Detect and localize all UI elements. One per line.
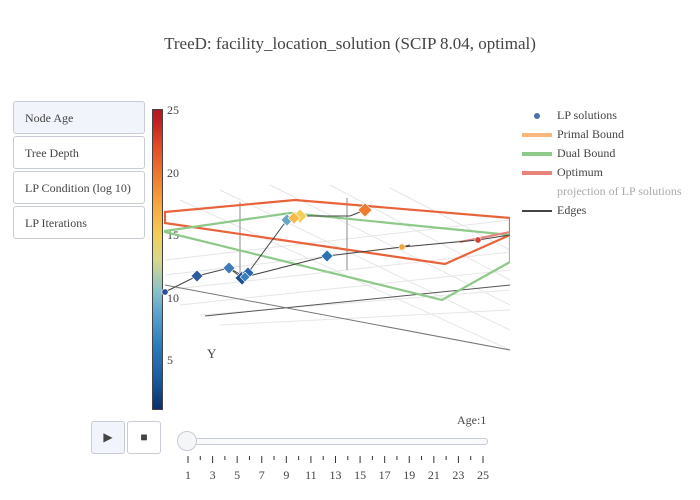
play-icon: ▶ (103, 430, 113, 444)
grid-lines (164, 184, 510, 351)
lp-solution-marker[interactable] (239, 271, 251, 283)
legend-label: projection of LP solutions (557, 184, 682, 198)
colorbar-tick: 20 (167, 166, 179, 180)
slider-tick-label: 7 (258, 468, 265, 482)
menu-button-lp-condition[interactable]: LP Condition (log 10) (13, 171, 145, 204)
colorbar-tick: 25 (167, 103, 179, 117)
slider-tick-label: 21 (427, 468, 440, 482)
slider-tick-label: 3 (209, 468, 216, 482)
edges (164, 209, 510, 293)
stop-button[interactable]: ■ (127, 421, 161, 454)
dual-bound-line-icon (522, 152, 552, 156)
slider-tick-label: 11 (305, 468, 317, 482)
edges-line-icon (522, 210, 552, 212)
slider-tick-label: 17 (378, 468, 391, 482)
plot-title: TreeD: facility_location_solution (SCIP … (164, 34, 536, 53)
lp-solution-marker[interactable] (357, 202, 373, 218)
lp-solution-marker[interactable] (398, 243, 406, 251)
lp-solutions-dot-icon (534, 113, 540, 119)
menu-button-lp-iterations[interactable]: LP Iterations (13, 206, 145, 239)
primal-bound-line-icon (522, 133, 552, 137)
color-metric-menu: Node Age Tree Depth LP Condition (log 10… (13, 101, 145, 241)
age-slider-handle[interactable] (177, 431, 197, 451)
lp-solution-marker[interactable] (287, 211, 301, 225)
slider-tick-label: 5 (234, 468, 241, 482)
lp-solution-markers (161, 202, 482, 296)
menu-button-node-age[interactable]: Node Age (13, 101, 145, 134)
slider-tick-label: 23 (452, 468, 465, 482)
legend-label: Dual Bound (557, 146, 616, 160)
colorbar-tick: 10 (167, 291, 179, 305)
slider-tick-label: 9 (283, 468, 290, 482)
play-button[interactable]: ▶ (91, 421, 125, 454)
axis-line (204, 284, 510, 317)
optimum-line-icon (522, 171, 552, 175)
dual-bound-plane (163, 211, 510, 302)
lp-solution-marker[interactable] (320, 249, 334, 263)
legend-label: LP solutions (557, 108, 617, 122)
optimum-line (459, 231, 510, 243)
slider-current-label: Age:1 (457, 413, 487, 427)
colorbar-tick: 5 (167, 353, 173, 367)
lp-solution-marker[interactable] (222, 261, 236, 275)
stop-icon: ■ (140, 430, 148, 444)
tree-3d-scene[interactable] (160, 180, 510, 380)
legend-label: Primal Bound (557, 127, 625, 141)
slider-tick-label: 13 (329, 468, 342, 482)
age-slider-track[interactable] (182, 438, 488, 445)
axis-y-label: Y (207, 346, 217, 361)
legend-label: Optimum (557, 165, 604, 179)
legend-label: Edges (557, 203, 587, 217)
lp-solution-marker[interactable] (474, 236, 482, 244)
slider-tick-axis (187, 456, 484, 463)
slider-tick-label: 19 (403, 468, 416, 482)
slider-tick-label: 15 (354, 468, 367, 482)
lp-solution-marker[interactable] (161, 288, 169, 296)
slider-tick-label: 1 (185, 468, 191, 482)
slider-tick-label: 25 (477, 468, 489, 482)
axis-line (164, 284, 510, 351)
lp-solution-marker[interactable] (190, 269, 204, 283)
colorbar (152, 109, 163, 410)
primal-bound-plane (163, 198, 510, 266)
menu-button-tree-depth[interactable]: Tree Depth (13, 136, 145, 169)
